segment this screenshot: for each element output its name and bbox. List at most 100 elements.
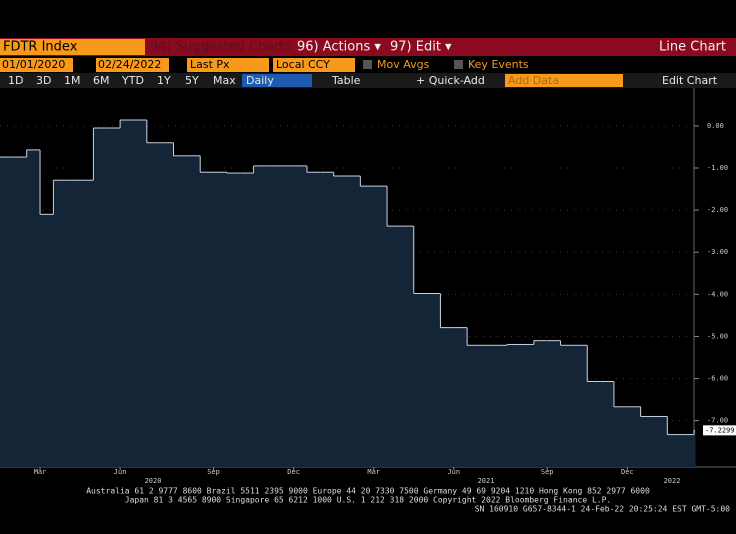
frequency-selector[interactable] xyxy=(242,74,312,87)
area-step xyxy=(613,406,628,467)
area-step xyxy=(667,434,682,467)
area-step xyxy=(467,345,481,467)
area-step xyxy=(587,381,602,467)
area-step xyxy=(306,172,321,467)
area-step xyxy=(347,176,361,468)
area-step xyxy=(653,416,668,467)
area-step xyxy=(480,345,495,467)
frequency: Daily xyxy=(246,74,274,87)
area-step xyxy=(400,226,415,467)
y-tick-label: -6.00 xyxy=(707,375,728,383)
area-step xyxy=(13,157,28,467)
area-step xyxy=(600,381,615,467)
field-selector[interactable] xyxy=(187,58,269,72)
checkbox[interactable] xyxy=(454,60,463,69)
area-step xyxy=(440,327,455,467)
currency: Local CCY xyxy=(276,58,330,71)
end-date-field[interactable] xyxy=(96,58,169,72)
area-step xyxy=(387,226,401,467)
key-events[interactable]: Key Events xyxy=(468,58,529,71)
area-step xyxy=(213,172,228,467)
x-year-label: 2020 xyxy=(145,477,162,485)
area-step xyxy=(186,155,201,467)
last-value-label: -7.2299 xyxy=(705,426,735,434)
area-step xyxy=(560,345,575,467)
last-value-box xyxy=(703,425,736,436)
period-button[interactable]: 1M xyxy=(64,74,81,87)
area-step xyxy=(146,142,161,467)
currency-selector[interactable] xyxy=(273,58,355,72)
area-step xyxy=(507,344,521,467)
y-tick-label: -2.00 xyxy=(707,206,728,214)
end-date: 02/24/2022 xyxy=(98,58,161,71)
actions-menu[interactable]: 96) Actions ▾ xyxy=(297,40,381,55)
area-step xyxy=(66,180,81,467)
period-button[interactable]: 1Y xyxy=(157,74,171,87)
area-step xyxy=(413,293,428,467)
area-step xyxy=(240,173,255,467)
area-step xyxy=(627,406,642,467)
checkbox[interactable] xyxy=(363,60,372,69)
footer-line: Japan 81 3 4565 8900 Singapore 65 6212 1… xyxy=(125,496,611,505)
start-date-field[interactable] xyxy=(0,58,73,72)
area-step xyxy=(427,293,441,467)
area-step xyxy=(40,214,54,467)
x-tick-label: Jun xyxy=(114,468,127,476)
suggested-charts[interactable]: 94) Suggested Charts xyxy=(150,40,292,55)
x-tick-label: Sep xyxy=(541,468,554,476)
title-bar xyxy=(0,38,736,56)
area-step xyxy=(80,180,94,467)
y-tick-label: -7.00 xyxy=(707,417,728,425)
area-step xyxy=(200,172,215,467)
area-step xyxy=(333,176,348,468)
add-data-field[interactable] xyxy=(505,74,623,87)
x-tick-label: Sep xyxy=(207,468,220,476)
period-button[interactable]: Max xyxy=(213,74,236,87)
mov-avgs[interactable]: Mov Avgs xyxy=(377,58,430,71)
area-step xyxy=(493,345,508,467)
x-tick-label: Jun xyxy=(447,468,460,476)
start-date: 01/01/2020 xyxy=(2,58,65,71)
x-year-label: 2021 xyxy=(478,477,495,485)
x-tick-label: Mar xyxy=(367,468,380,476)
area-step xyxy=(120,120,134,467)
area-step xyxy=(253,165,268,467)
y-tick-label: -1.00 xyxy=(707,164,728,172)
area-step xyxy=(680,434,695,467)
area-step xyxy=(453,327,468,467)
period-button[interactable]: 6M xyxy=(93,74,110,87)
area-step xyxy=(280,165,295,467)
area-step xyxy=(26,149,41,468)
edit-chart[interactable]: Edit Chart xyxy=(662,74,718,87)
period-button[interactable]: YTD xyxy=(121,74,144,87)
area-step xyxy=(533,340,548,467)
area-step xyxy=(547,340,562,467)
area-step xyxy=(173,155,188,467)
area-step xyxy=(93,128,108,467)
view-name: Line Chart xyxy=(659,40,726,55)
area-step xyxy=(133,120,148,467)
table-button[interactable]: Table xyxy=(331,74,361,87)
footer-line: SN 160910 G657-8344-1 24-Feb-22 20:25:24… xyxy=(475,505,730,514)
area-step xyxy=(266,165,281,467)
area-step xyxy=(53,180,68,467)
field: Last Px xyxy=(190,58,230,71)
x-year-label: 2022 xyxy=(664,477,681,485)
area-step xyxy=(373,186,388,467)
period-button[interactable]: 5Y xyxy=(185,74,199,87)
period-button[interactable]: 1D xyxy=(8,74,23,87)
area-step xyxy=(160,142,174,467)
area-step xyxy=(226,173,241,467)
edit-menu[interactable]: 97) Edit ▾ xyxy=(390,40,452,55)
x-tick-label: Mar xyxy=(34,468,47,476)
period-button[interactable]: 3D xyxy=(36,74,51,87)
area-step xyxy=(293,165,308,467)
quick-add[interactable]: + Quick-Add xyxy=(416,74,485,87)
toolbar xyxy=(0,73,736,88)
y-tick-label: -5.00 xyxy=(707,332,728,340)
area-step xyxy=(106,128,121,467)
area-step xyxy=(520,344,535,467)
security-field[interactable] xyxy=(0,39,145,55)
area-step xyxy=(573,345,588,467)
